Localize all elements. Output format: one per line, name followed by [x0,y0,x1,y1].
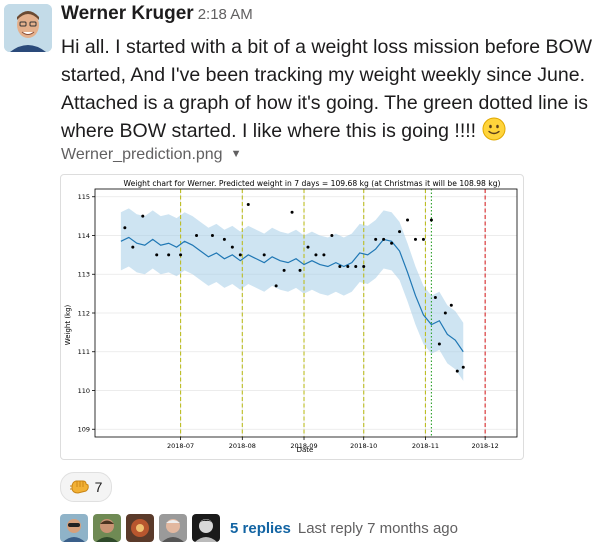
data-point [322,253,326,257]
attachment-filename[interactable]: Werner_prediction.png [61,146,223,163]
data-point [238,253,242,257]
data-point [429,218,433,222]
data-point [398,230,402,234]
chevron-down-icon[interactable]: ▼ [230,148,242,160]
fist-bump-icon [69,480,89,494]
data-point [141,214,145,218]
message-author[interactable]: Werner Kruger 2:18 AM [61,3,253,25]
data-point [167,253,171,257]
data-point [433,296,437,299]
data-point [443,311,447,315]
data-point [131,245,135,249]
y-tick-label: 111 [78,348,90,356]
x-axis-label: Date [297,446,314,454]
y-tick-label: 112 [78,309,90,317]
replies-link[interactable]: 5 replies [230,519,291,537]
chart-title: Weight chart for Werner. Predicted weigh… [124,179,501,188]
data-point [179,253,183,257]
uncertainty-band [120,208,464,381]
trend-line [120,236,464,353]
data-point [210,234,214,237]
message-text: Hi all. I started with a bit of a weight… [61,33,597,145]
data-point [123,226,127,230]
reaction-count: 7 [94,479,103,495]
y-tick-label: 109 [78,426,90,434]
data-point [374,237,378,241]
thread-summary[interactable]: 5 replies Last reply 7 months ago [60,512,458,544]
data-point [413,237,417,241]
data-point [382,237,386,241]
x-tick-label: 2018-10 [350,442,377,450]
data-point [290,210,294,214]
reply-avatar-image [126,514,154,542]
data-point [282,268,286,272]
data-point [274,284,278,288]
data-point [306,245,310,249]
data-point [298,268,302,272]
reply-avatar-image [93,514,121,542]
weight-chart: Weight chart for Werner. Predicted weigh… [64,179,518,454]
attachment-image[interactable]: Weight chart for Werner. Predicted weigh… [60,174,524,460]
reply-avatar[interactable] [126,514,154,542]
reply-avatar[interactable] [192,514,220,542]
data-point [155,253,159,257]
author-name[interactable]: Werner Kruger [61,3,194,24]
data-point [461,365,465,369]
avatar-image [4,4,52,52]
x-tick-label: 2018-12 [472,442,499,450]
author-avatar[interactable] [4,4,52,52]
data-point [346,265,350,268]
data-point [437,342,441,346]
data-point [246,203,250,206]
data-point [390,241,394,245]
reaction-pill[interactable]: 7 [60,472,112,502]
y-axis-label: Weight (kg) [64,304,72,345]
data-point [230,245,234,249]
data-point [421,237,425,241]
reply-avatar-image [192,514,220,542]
data-point [338,265,342,268]
x-tick-label: 2018-07 [167,442,194,450]
data-point [455,369,459,373]
message-timestamp[interactable]: 2:18 AM [197,6,253,23]
x-tick-label: 2018-08 [229,442,256,450]
data-point [314,253,318,257]
reply-avatar[interactable] [60,514,88,542]
y-tick-label: 113 [78,271,90,279]
data-point [262,253,266,257]
message-body: Hi all. I started with a bit of a weight… [61,36,593,142]
attachment-header[interactable]: Werner_prediction.png ▼ [61,146,241,164]
x-tick-label: 2018-09 [290,442,317,450]
data-point [330,234,334,237]
reply-avatar[interactable] [93,514,121,542]
data-point [195,234,199,237]
data-point [406,218,410,222]
y-tick-label: 115 [78,193,90,201]
data-point [354,265,358,268]
y-tick-label: 114 [78,232,90,240]
y-tick-label: 110 [78,387,90,395]
data-point [222,237,226,241]
last-reply-text: Last reply 7 months ago [297,519,458,537]
data-point [449,303,453,307]
x-tick-label: 2018-11 [412,442,439,450]
reply-avatar[interactable] [159,514,187,542]
slightly-smiling-face-icon [482,117,505,141]
reply-avatar-image [159,514,187,542]
reply-avatar-image [60,514,88,542]
data-point [362,265,366,268]
